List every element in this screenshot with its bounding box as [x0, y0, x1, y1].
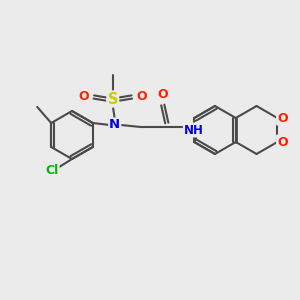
Text: Cl: Cl: [45, 164, 58, 178]
Text: O: O: [277, 136, 288, 148]
Text: NH: NH: [184, 124, 204, 136]
Text: N: N: [109, 118, 120, 131]
Text: O: O: [277, 112, 288, 124]
Text: S: S: [107, 92, 118, 106]
Text: O: O: [136, 91, 147, 103]
Text: O: O: [79, 91, 89, 103]
Text: O: O: [158, 88, 168, 101]
